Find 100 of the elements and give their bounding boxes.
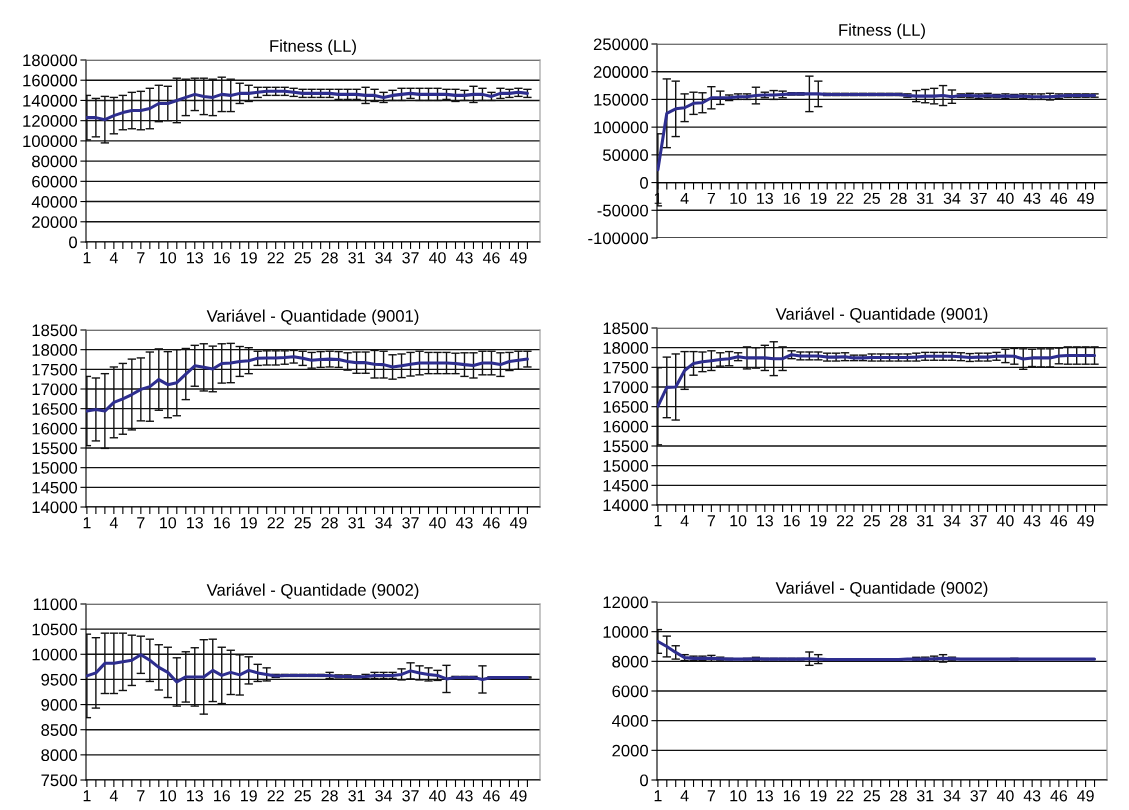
x-tick-label: 1 <box>654 790 662 802</box>
y-tick-label: 18500 <box>603 322 649 335</box>
x-tick-label: 25 <box>294 790 311 802</box>
chart-title: Variável - Quantidade (9002) <box>775 581 988 598</box>
y-tick-label: 9500 <box>41 673 78 686</box>
x-tick-label: 22 <box>267 252 284 264</box>
x-tick-label: 10 <box>730 790 747 802</box>
y-tick-label: 15000 <box>603 460 649 472</box>
x-tick-label: 4 <box>109 252 118 264</box>
x-tick-label: 49 <box>1077 192 1094 205</box>
x-tick-label: 16 <box>783 790 800 802</box>
x-tick-label: 25 <box>863 192 880 205</box>
x-tick-label: 34 <box>943 515 961 527</box>
y-tick-label: 200000 <box>593 66 649 78</box>
x-tick-label: 7 <box>707 515 715 527</box>
x-tick-label: 13 <box>757 192 773 205</box>
y-tick-label: 150000 <box>594 93 649 106</box>
x-tick-label: 49 <box>509 252 527 264</box>
x-tick-label: 40 <box>996 790 1014 802</box>
x-tick-label: 49 <box>509 790 527 802</box>
y-tick-label: 0 <box>640 774 649 787</box>
x-tick-label: 37 <box>970 192 987 205</box>
y-tick-label: 160000 <box>23 74 78 87</box>
x-tick-label: 16 <box>214 252 230 264</box>
y-tick-label: 15000 <box>32 462 78 474</box>
x-tick-label: 22 <box>267 517 284 529</box>
x-tick-label: 16 <box>783 515 800 527</box>
x-tick-label: 19 <box>810 515 827 527</box>
x-tick-label: 25 <box>294 252 311 264</box>
y-tick-label: 60000 <box>32 175 78 188</box>
x-tick-label: 40 <box>429 517 446 529</box>
y-tick-label: 14500 <box>32 481 78 494</box>
chart-title: Fitness (LL) <box>839 23 925 40</box>
x-tick-label: 4 <box>680 515 689 527</box>
y-tick-label: 180000 <box>23 54 78 67</box>
x-tick-label: 28 <box>890 515 907 527</box>
x-tick-label: 43 <box>1023 192 1041 205</box>
y-tick-label: 7500 <box>41 774 78 787</box>
x-tick-label: 46 <box>482 790 500 802</box>
x-tick-label: 37 <box>970 515 987 527</box>
x-tick-label: 37 <box>970 790 987 802</box>
y-tick-label: 10500 <box>32 623 78 636</box>
x-tick-label: 43 <box>1023 515 1041 527</box>
x-tick-label: 4 <box>680 192 689 204</box>
y-tick-label: 18500 <box>32 324 78 337</box>
x-tick-label: 49 <box>1077 790 1094 802</box>
y-tick-label: -50000 <box>597 204 649 217</box>
y-tick-label: 8000 <box>41 749 78 762</box>
x-tick-label: 31 <box>916 790 934 802</box>
x-tick-label: 34 <box>375 252 392 264</box>
x-tick-label: 19 <box>241 517 257 529</box>
chart-title: Variável - Quantidade (9001) <box>206 309 419 326</box>
y-tick-label: 14500 <box>603 479 649 492</box>
x-tick-label: 10 <box>730 192 747 205</box>
x-tick-label: 10 <box>730 515 747 527</box>
y-tick-label: 18000 <box>603 342 649 354</box>
y-tick-label: 10000 <box>32 648 78 661</box>
y-tick-label: 16500 <box>32 403 78 415</box>
x-tick-label: 10 <box>160 252 177 264</box>
x-tick-label: 10 <box>160 517 177 529</box>
x-tick-label: 1 <box>83 517 91 529</box>
y-tick-label: 120000 <box>23 115 78 127</box>
y-tick-label: 250000 <box>593 38 649 51</box>
x-tick-label: 49 <box>509 517 527 529</box>
x-tick-label: 43 <box>1023 790 1041 802</box>
y-tick-label: 0 <box>640 176 649 189</box>
y-tick-label: 10000 <box>603 626 649 638</box>
x-tick-label: 10 <box>160 790 177 802</box>
x-tick-label: 7 <box>707 192 715 204</box>
x-tick-label: 43 <box>455 252 473 264</box>
y-tick-label: 15500 <box>603 440 649 453</box>
y-tick-label: 100000 <box>23 135 78 148</box>
x-tick-label: 7 <box>137 252 145 264</box>
x-tick-label: 22 <box>267 790 284 802</box>
x-tick-label: 13 <box>757 790 773 802</box>
y-tick-label: 14000 <box>32 501 78 514</box>
x-tick-label: 16 <box>214 517 230 529</box>
x-tick-label: 1 <box>83 252 91 264</box>
y-tick-label: 17000 <box>32 383 78 396</box>
y-tick-label: 17500 <box>32 363 78 376</box>
x-tick-label: 7 <box>707 790 715 802</box>
x-tick-label: 4 <box>109 517 118 529</box>
x-tick-label: 19 <box>241 252 257 264</box>
x-tick-label: 13 <box>187 517 203 529</box>
y-tick-label: 6000 <box>612 685 649 698</box>
x-tick-label: 13 <box>187 252 203 264</box>
x-tick-label: 4 <box>680 790 689 802</box>
x-tick-label: 13 <box>757 515 773 527</box>
y-tick-label: 16000 <box>603 420 649 433</box>
y-tick-label: 8000 <box>612 655 649 668</box>
x-tick-label: 46 <box>1050 790 1068 802</box>
x-tick-label: 31 <box>348 517 365 529</box>
x-tick-label: 34 <box>375 517 392 529</box>
x-tick-label: 43 <box>455 517 473 529</box>
x-tick-label: 22 <box>836 790 854 802</box>
x-tick-label: 19 <box>241 790 257 802</box>
x-tick-label: 43 <box>455 790 473 802</box>
x-tick-label: 25 <box>863 515 880 527</box>
x-tick-label: 28 <box>890 790 907 802</box>
x-tick-label: 46 <box>482 517 500 529</box>
